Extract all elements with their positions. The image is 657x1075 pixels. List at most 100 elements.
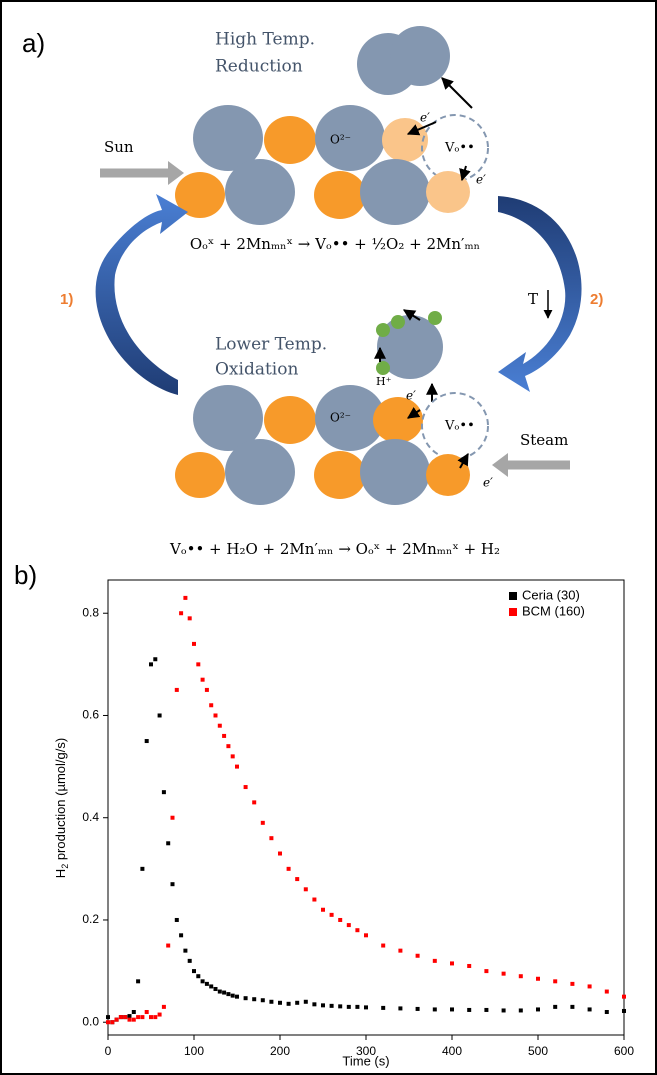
point	[217, 989, 222, 994]
point	[192, 641, 196, 646]
point	[295, 1000, 300, 1005]
point	[106, 1015, 110, 1020]
point	[213, 986, 218, 991]
point	[381, 943, 386, 948]
y-tick-label: 0.4	[82, 810, 99, 824]
point	[222, 990, 227, 995]
step-label: 2)	[590, 291, 603, 308]
point	[118, 1015, 123, 1020]
chart-title: b)	[14, 560, 37, 590]
point	[398, 948, 403, 953]
point	[183, 948, 188, 953]
x-axis-label: Time (s)	[342, 1053, 389, 1068]
x-tick-label: 200	[270, 1044, 290, 1058]
reduction-title: Reduction	[215, 57, 303, 77]
electron: e′	[483, 476, 493, 490]
y-tick-label: 0.2	[82, 912, 99, 926]
x-tick-label: 600	[614, 1044, 634, 1058]
electron: e′	[420, 111, 430, 125]
point	[200, 979, 205, 984]
point	[243, 996, 248, 1001]
y-axis-label: 2	[60, 864, 70, 869]
point	[338, 917, 343, 922]
y-tick-label: 0.8	[82, 605, 99, 619]
point	[235, 764, 239, 769]
point	[213, 713, 218, 718]
y-tick-label: 0.0	[82, 1014, 99, 1028]
point	[252, 800, 257, 805]
oxidation-title: Lower Temp.	[215, 335, 327, 355]
point	[161, 1004, 166, 1009]
point	[144, 1009, 149, 1014]
point	[106, 1020, 110, 1025]
point	[518, 1008, 523, 1013]
point	[286, 866, 291, 871]
point	[157, 713, 162, 718]
legend-label: BCM (160)	[522, 603, 585, 618]
point	[622, 1008, 626, 1013]
point	[321, 907, 325, 912]
reduction-lattice	[100, 26, 489, 225]
point	[587, 984, 592, 989]
point	[415, 1006, 420, 1011]
cycle-arrow	[498, 196, 582, 392]
step-label: 1)	[60, 291, 73, 308]
point	[467, 1007, 472, 1012]
point	[346, 1004, 351, 1009]
point	[209, 703, 214, 708]
point	[123, 1015, 128, 1020]
point	[204, 981, 209, 986]
point	[278, 851, 282, 856]
point	[450, 961, 454, 966]
point	[140, 866, 145, 871]
point	[286, 1001, 291, 1006]
x-tick-label: 500	[528, 1044, 548, 1058]
point	[179, 611, 184, 616]
point	[321, 1003, 325, 1008]
electron: e′	[476, 173, 486, 187]
point	[127, 1014, 132, 1019]
x-tick-label: 400	[442, 1044, 462, 1058]
oxide-ion: O²⁻	[330, 133, 351, 147]
point	[355, 928, 360, 933]
point	[364, 1005, 368, 1010]
point	[149, 662, 153, 667]
point	[467, 963, 472, 968]
point	[157, 1012, 162, 1017]
point	[235, 994, 239, 999]
point	[364, 933, 368, 938]
y-axis-label: H2 production (µmol/g/s)	[53, 738, 70, 878]
point	[303, 887, 308, 892]
vacancy: Vₒ••	[444, 419, 475, 434]
point	[570, 981, 575, 986]
x-tick-label: 0	[105, 1044, 112, 1058]
point	[136, 979, 141, 984]
panel-label: a)	[22, 28, 45, 58]
point	[355, 1004, 360, 1009]
oxidation-lattice	[175, 309, 570, 505]
point	[170, 815, 175, 820]
point	[127, 1017, 132, 1022]
proton: H⁺	[376, 375, 392, 388]
point	[501, 1008, 506, 1013]
electron: e′	[406, 389, 416, 403]
point	[338, 1004, 343, 1009]
point	[192, 969, 196, 974]
point	[183, 595, 188, 600]
point	[174, 917, 179, 922]
point	[604, 989, 609, 994]
point	[269, 836, 274, 841]
point	[217, 723, 222, 728]
point	[166, 943, 171, 948]
point	[329, 1003, 334, 1008]
equation: Vₒ•• + H₂O + 2Mn′ₘₙ → Oₒˣ + 2Mnₘₙˣ + H₂	[169, 540, 500, 558]
x-tick-label: 300	[356, 1044, 376, 1058]
point	[484, 1007, 489, 1012]
point	[432, 958, 437, 963]
oxide-ion: O²⁻	[330, 411, 351, 425]
point	[329, 912, 334, 917]
vacancy: Vₒ••	[444, 141, 475, 156]
point	[484, 969, 489, 974]
point	[622, 994, 626, 999]
